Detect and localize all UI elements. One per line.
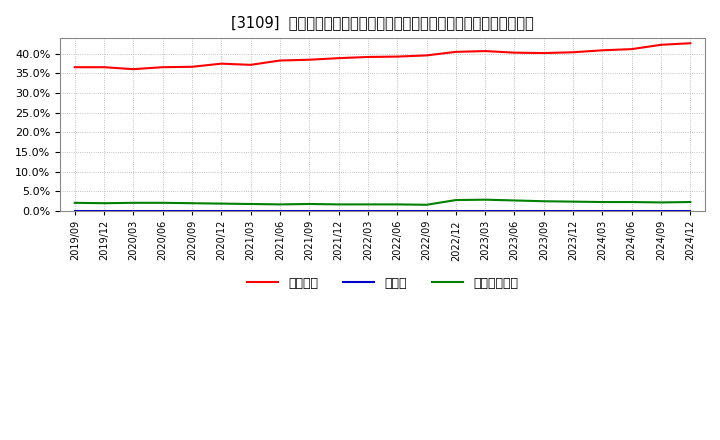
繰延税金資産: [276, 202, 284, 207]
のれん: [422, 209, 431, 214]
自己資本: [510, 50, 519, 55]
のれん: [158, 209, 167, 214]
繰延税金資産: [71, 200, 79, 205]
繰延税金資産: [627, 199, 636, 205]
のれん: [569, 209, 577, 214]
のれん: [71, 209, 79, 214]
繰延税金資産: [129, 200, 138, 205]
自己資本: [305, 57, 314, 62]
繰延税金資産: [217, 201, 225, 206]
自己資本: [627, 47, 636, 52]
自己資本: [539, 51, 548, 56]
繰延税金資産: [539, 198, 548, 204]
繰延税金資産: [422, 202, 431, 207]
のれん: [246, 209, 255, 214]
のれん: [100, 209, 109, 214]
のれん: [627, 209, 636, 214]
繰延税金資産: [334, 202, 343, 207]
自己資本: [276, 58, 284, 63]
のれん: [686, 209, 695, 214]
繰延税金資産: [481, 197, 490, 202]
のれん: [188, 209, 197, 214]
繰延税金資産: [451, 198, 460, 203]
繰延税金資産: [305, 202, 314, 207]
のれん: [598, 209, 607, 214]
自己資本: [246, 62, 255, 67]
Title: [3109]  自己資本、のれん、繰延税金資産の総資産に対する比率の推移: [3109] 自己資本、のれん、繰延税金資産の総資産に対する比率の推移: [231, 15, 534, 30]
繰延税金資産: [188, 201, 197, 206]
自己資本: [158, 65, 167, 70]
のれん: [393, 209, 402, 214]
自己資本: [569, 50, 577, 55]
繰延税金資産: [657, 200, 665, 205]
自己資本: [393, 54, 402, 59]
のれん: [129, 209, 138, 214]
のれん: [217, 209, 225, 214]
のれん: [510, 209, 519, 214]
繰延税金資産: [686, 199, 695, 205]
繰延税金資産: [510, 198, 519, 203]
自己資本: [129, 66, 138, 72]
繰延税金資産: [598, 199, 607, 205]
繰延税金資産: [246, 202, 255, 207]
繰延税金資産: [569, 199, 577, 204]
のれん: [276, 209, 284, 214]
のれん: [481, 209, 490, 214]
自己資本: [217, 61, 225, 66]
のれん: [305, 209, 314, 214]
のれん: [364, 209, 372, 214]
自己資本: [71, 65, 79, 70]
自己資本: [657, 42, 665, 48]
のれん: [451, 209, 460, 214]
Line: 自己資本: 自己資本: [75, 43, 690, 69]
Legend: 自己資本, のれん, 繰延税金資産: 自己資本, のれん, 繰延税金資産: [242, 272, 523, 295]
Line: 繰延税金資産: 繰延税金資産: [75, 200, 690, 205]
自己資本: [451, 49, 460, 55]
のれん: [334, 209, 343, 214]
自己資本: [481, 48, 490, 54]
繰延税金資産: [393, 202, 402, 207]
のれん: [539, 209, 548, 214]
自己資本: [422, 53, 431, 58]
自己資本: [100, 65, 109, 70]
自己資本: [364, 54, 372, 59]
繰延税金資産: [364, 202, 372, 207]
繰延税金資産: [100, 201, 109, 206]
自己資本: [188, 64, 197, 70]
自己資本: [334, 55, 343, 61]
のれん: [657, 209, 665, 214]
自己資本: [598, 48, 607, 53]
繰延税金資産: [158, 200, 167, 205]
自己資本: [686, 40, 695, 46]
